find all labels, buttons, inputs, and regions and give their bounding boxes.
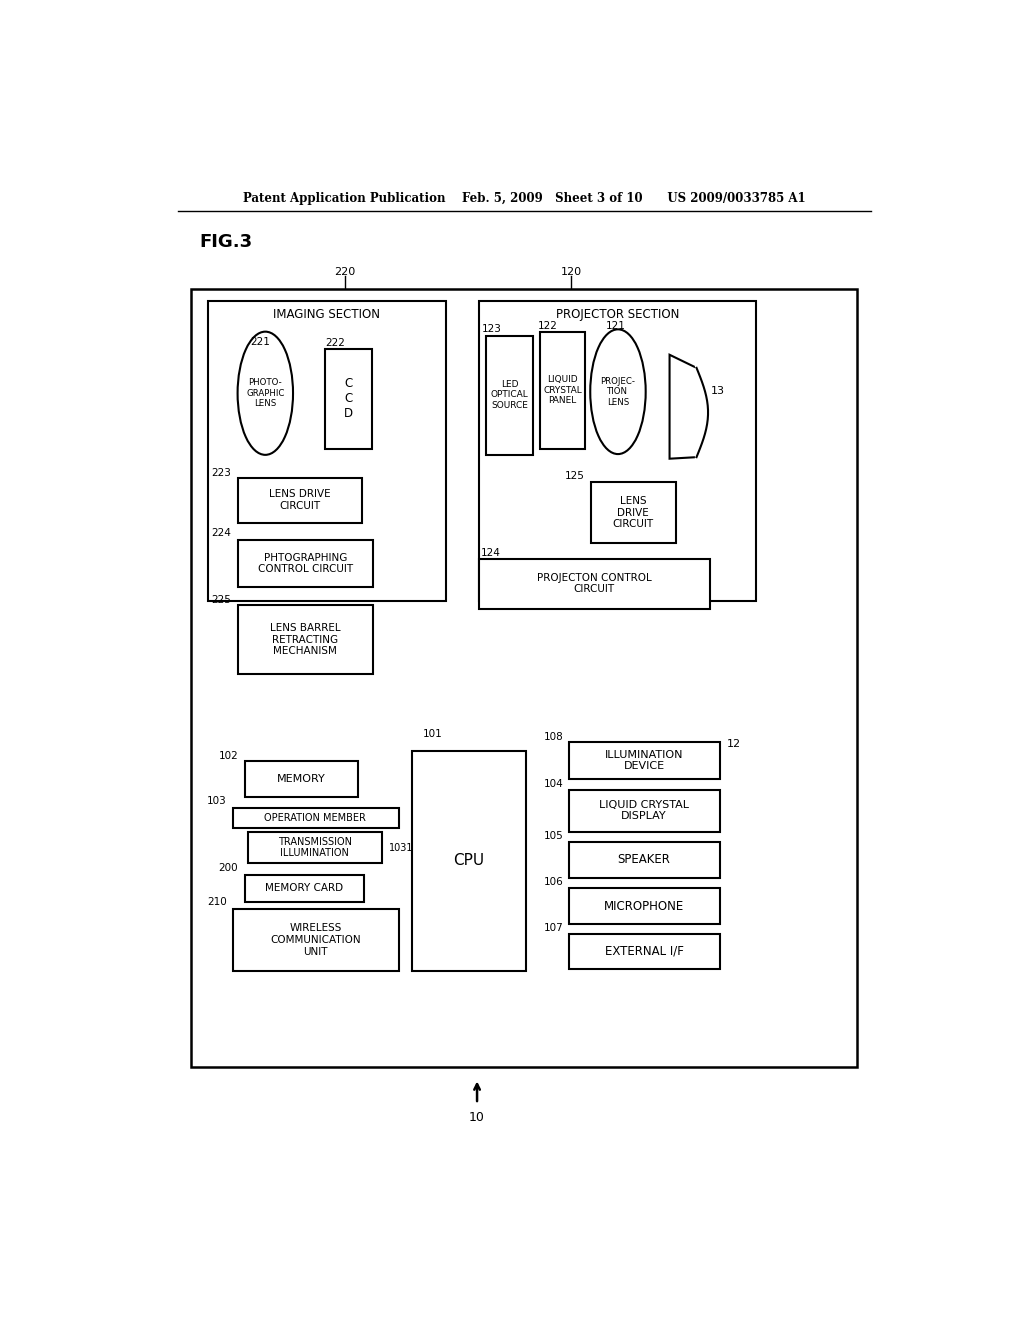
Bar [190, 289, 857, 1067]
Text: ILLUMINATION
DEVICE: ILLUMINATION DEVICE [605, 750, 683, 771]
Text: 221: 221 [250, 337, 270, 347]
Text: MICROPHONE: MICROPHONE [604, 899, 684, 912]
Bar [239, 478, 361, 523]
Text: 107: 107 [544, 923, 563, 933]
Bar [325, 348, 373, 449]
Text: PROJECTON CONTROL
CIRCUIT: PROJECTON CONTROL CIRCUIT [537, 573, 651, 594]
Bar [569, 888, 720, 924]
Text: PROJEC-
TION
LENS: PROJEC- TION LENS [600, 376, 636, 407]
Text: LENS DRIVE
CIRCUIT: LENS DRIVE CIRCUIT [269, 490, 331, 511]
Bar [478, 558, 710, 609]
Bar [245, 762, 358, 797]
Text: LIQUID
CRYSTAL
PANEL: LIQUID CRYSTAL PANEL [543, 375, 582, 405]
Bar [486, 335, 532, 455]
Text: 223: 223 [211, 467, 230, 478]
Text: LIQUID CRYSTAL
DISPLAY: LIQUID CRYSTAL DISPLAY [599, 800, 689, 821]
Text: 225: 225 [211, 594, 230, 605]
Text: 105: 105 [544, 832, 563, 841]
Text: LED
OPTICAL
SOURCE: LED OPTICAL SOURCE [490, 380, 528, 409]
Bar [569, 842, 720, 878]
Text: TRANSMISSION
ILLUMINATION: TRANSMISSION ILLUMINATION [278, 837, 351, 858]
Text: LENS BARREL
RETRACTING
MECHANISM: LENS BARREL RETRACTING MECHANISM [270, 623, 341, 656]
Bar [541, 331, 585, 449]
Bar [245, 875, 364, 903]
Polygon shape [670, 355, 696, 459]
Text: 103: 103 [207, 796, 226, 807]
Text: EXTERNAL I/F: EXTERNAL I/F [605, 945, 684, 958]
Bar [569, 742, 720, 779]
Text: Patent Application Publication    Feb. 5, 2009   Sheet 3 of 10      US 2009/0033: Patent Application Publication Feb. 5, 2… [244, 191, 806, 205]
Text: 13: 13 [711, 385, 725, 396]
Text: C
C
D: C C D [344, 378, 353, 420]
Text: 125: 125 [565, 471, 585, 482]
Bar [591, 482, 676, 544]
Bar [233, 808, 398, 829]
Bar [239, 605, 373, 675]
Text: PHOTO-
GRAPHIC
LENS: PHOTO- GRAPHIC LENS [246, 379, 285, 408]
Bar [569, 933, 720, 969]
Text: 104: 104 [544, 779, 563, 788]
Bar [233, 909, 398, 970]
Text: IMAGING SECTION: IMAGING SECTION [273, 308, 380, 321]
Text: 106: 106 [544, 878, 563, 887]
Text: 122: 122 [538, 321, 558, 331]
Text: 120: 120 [560, 267, 582, 277]
Text: 124: 124 [481, 548, 501, 558]
Bar [569, 789, 720, 832]
Text: LENS
DRIVE
CIRCUIT: LENS DRIVE CIRCUIT [612, 496, 654, 529]
Text: OPERATION MEMBER: OPERATION MEMBER [264, 813, 367, 822]
Text: 123: 123 [481, 325, 502, 334]
Text: PHTOGRAPHING
CONTROL CIRCUIT: PHTOGRAPHING CONTROL CIRCUIT [258, 553, 353, 574]
Text: 108: 108 [544, 731, 563, 742]
Ellipse shape [590, 330, 646, 454]
Text: 121: 121 [606, 321, 626, 331]
Ellipse shape [238, 331, 293, 455]
Text: 210: 210 [207, 898, 226, 907]
Text: MEMORY: MEMORY [278, 774, 326, 784]
Text: 10: 10 [469, 1110, 485, 1123]
Text: 12: 12 [726, 739, 740, 748]
Text: WIRELESS
COMMUNICATION
UNIT: WIRELESS COMMUNICATION UNIT [270, 924, 360, 957]
Text: 222: 222 [326, 338, 345, 348]
Text: 224: 224 [211, 528, 230, 539]
Bar [248, 832, 382, 863]
Bar [208, 301, 446, 601]
Bar [239, 540, 373, 587]
Text: 102: 102 [218, 751, 239, 760]
Bar [412, 751, 525, 970]
Text: FIG.3: FIG.3 [200, 232, 253, 251]
Text: 200: 200 [219, 863, 239, 874]
Text: MEMORY CARD: MEMORY CARD [265, 883, 343, 894]
Bar [478, 301, 756, 601]
Text: CPU: CPU [453, 853, 484, 869]
Text: 101: 101 [423, 730, 443, 739]
Text: 220: 220 [334, 267, 355, 277]
Text: PROJECTOR SECTION: PROJECTOR SECTION [555, 308, 679, 321]
Text: SPEAKER: SPEAKER [617, 853, 671, 866]
Text: 1031: 1031 [388, 842, 413, 853]
